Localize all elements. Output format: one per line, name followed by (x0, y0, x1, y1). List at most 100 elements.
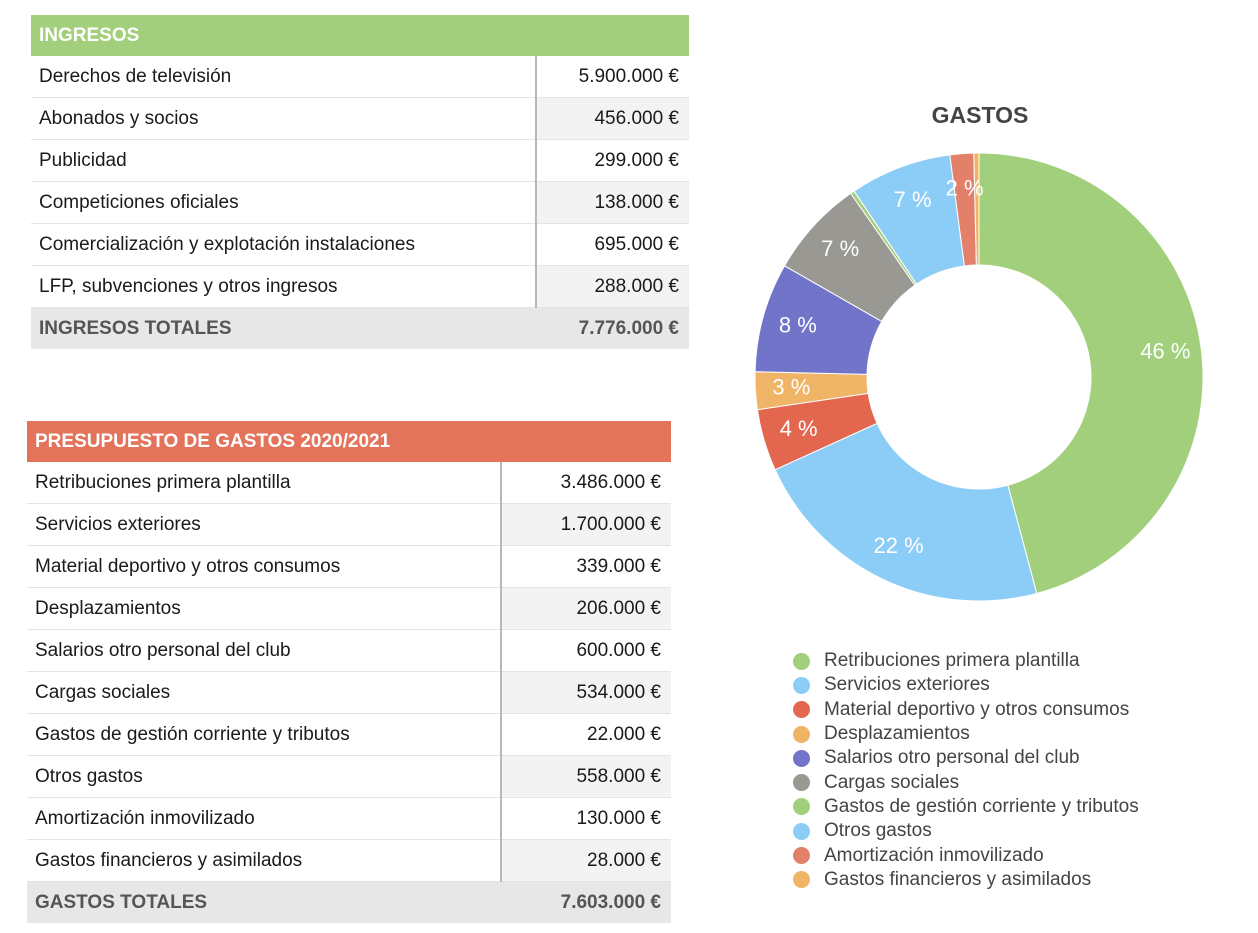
gasto-label: Retribuciones primera plantilla (27, 462, 502, 504)
legend-label: Servicios exteriores (824, 674, 990, 696)
legend-swatch (793, 652, 810, 670)
ingreso-value: 138.000 € (535, 181, 689, 224)
slice-label: 2 % (946, 175, 984, 200)
slice-label: 8 % (779, 312, 817, 337)
gasto-label: Desplazamientos (27, 587, 502, 630)
ingreso-value: 5.900.000 € (535, 56, 689, 98)
gasto-value: 206.000 € (500, 587, 671, 630)
table-row: Gastos de gestión corriente y tributos 2… (27, 713, 671, 756)
table-row: Otros gastos 558.000 € (27, 755, 671, 798)
gasto-value: 1.700.000 € (500, 503, 671, 546)
legend-swatch (793, 749, 810, 767)
table-row: LFP, subvenciones y otros ingresos 288.0… (31, 265, 689, 308)
ingresos-header-row: INGRESOS (31, 15, 689, 56)
legend-label: Desplazamientos (824, 723, 970, 745)
slice-label: 7 % (894, 187, 932, 212)
ingreso-label: LFP, subvenciones y otros ingresos (31, 265, 537, 308)
slice-label: 22 % (874, 533, 924, 558)
ingresos-table: INGRESOS Derechos de televisión 5.900.00… (31, 15, 689, 349)
legend-swatch (793, 774, 810, 792)
legend-swatch (793, 676, 810, 694)
ingreso-value: 456.000 € (535, 97, 689, 140)
legend-label: Amortización inmovilizado (824, 844, 1044, 866)
gasto-value: 558.000 € (500, 755, 671, 798)
ingreso-value: 695.000 € (535, 223, 689, 266)
donut-slice (774, 422, 1038, 602)
table-row: Salarios otro personal del club 600.000 … (27, 629, 671, 672)
donut-slice (978, 152, 1204, 595)
legend-label: Retribuciones primera plantilla (824, 650, 1080, 672)
legend-swatch (793, 798, 810, 816)
table-row: Servicios exteriores 1.700.000 € (27, 503, 671, 546)
legend-item: Retribuciones primera plantilla (793, 649, 1139, 673)
gastos-header-row: PRESUPUESTO DE GASTOS 2020/2021 (27, 421, 671, 462)
donut-slice (973, 152, 980, 266)
ingreso-label: Competiciones oficiales (31, 181, 537, 224)
legend-item: Material deportivo y otros consumos (793, 698, 1139, 722)
legend-label: Gastos financieros y asimilados (824, 868, 1092, 890)
ingreso-label: Publicidad (31, 139, 537, 182)
gasto-value: 600.000 € (500, 629, 671, 672)
slice-label: 7 % (821, 236, 859, 261)
table-row: Derechos de televisión 5.900.000 € (31, 56, 689, 98)
chart-legend: Retribuciones primera plantilla Servicios… (793, 649, 1139, 892)
slice-label: 46 % (1140, 338, 1190, 363)
legend-swatch (793, 701, 810, 719)
legend-label: Salarios otro personal del club (824, 747, 1080, 769)
gasto-value: 28.000 € (500, 839, 671, 882)
legend-item: Cargas sociales (793, 770, 1139, 794)
gasto-value: 22.000 € (500, 713, 671, 756)
ingresos-total-label: INGRESOS TOTALES (31, 307, 536, 349)
gastos-total-value: 7.603.000 € (500, 881, 671, 923)
ingresos-total-value: 7.776.000 € (535, 307, 689, 349)
gasto-label: Salarios otro personal del club (27, 629, 502, 672)
table-row: Competiciones oficiales 138.000 € (31, 181, 689, 224)
slice-label: 4 % (780, 416, 818, 441)
gasto-label: Gastos de gestión corriente y tributos (27, 713, 502, 756)
ingresos-total-row: INGRESOS TOTALES 7.776.000 € (31, 307, 689, 349)
table-row: Retribuciones primera plantilla 3.486.00… (27, 462, 671, 504)
legend-swatch (793, 725, 810, 743)
chart-title: GASTOS (931, 102, 1029, 128)
legend-item: Salarios otro personal del club (793, 746, 1139, 770)
table-row: Publicidad 299.000 € (31, 139, 689, 182)
table-row: Abonados y socios 456.000 € (31, 97, 689, 140)
table-row: Material deportivo y otros consumos 339.… (27, 545, 671, 588)
legend-swatch (793, 822, 810, 840)
legend-item: Otros gastos (793, 819, 1139, 843)
ingreso-value: 299.000 € (535, 139, 689, 182)
gasto-label: Servicios exteriores (27, 503, 502, 546)
ingreso-value: 288.000 € (535, 265, 689, 308)
gasto-label: Gastos financieros y asimilados (27, 839, 502, 882)
gasto-label: Cargas sociales (27, 671, 502, 714)
legend-label: Gastos de gestión corriente y tributos (824, 795, 1139, 817)
gasto-value: 130.000 € (500, 797, 671, 840)
legend-swatch (793, 847, 810, 865)
table-row: Comercialización y explotación instalaci… (31, 223, 689, 266)
table-row: Amortización inmovilizado 130.000 € (27, 797, 671, 840)
gastos-table: PRESUPUESTO DE GASTOS 2020/2021 Retribuc… (27, 421, 671, 923)
gastos-total-label: GASTOS TOTALES (27, 881, 501, 923)
legend-item: Servicios exteriores (793, 673, 1139, 697)
gasto-value: 339.000 € (500, 545, 671, 588)
legend-item: Amortización inmovilizado (793, 843, 1139, 867)
gastos-header: PRESUPUESTO DE GASTOS 2020/2021 (27, 421, 671, 462)
gastos-total-row: GASTOS TOTALES 7.603.000 € (27, 881, 671, 923)
gasto-value: 534.000 € (500, 671, 671, 714)
gasto-value: 3.486.000 € (500, 462, 671, 504)
gasto-label: Material deportivo y otros consumos (27, 545, 502, 588)
legend-swatch (793, 871, 810, 889)
ingreso-label: Abonados y socios (31, 97, 537, 140)
legend-item: Gastos de gestión corriente y tributos (793, 795, 1139, 819)
legend-label: Otros gastos (824, 820, 932, 842)
gasto-label: Otros gastos (27, 755, 502, 798)
legend-label: Cargas sociales (824, 771, 960, 793)
ingreso-label: Derechos de televisión (31, 56, 537, 98)
legend-item: Desplazamientos (793, 722, 1139, 746)
legend-item: Gastos financieros y asimilados (793, 868, 1139, 892)
slice-label: 3 % (772, 374, 810, 399)
ingreso-label: Comercialización y explotación instalaci… (31, 223, 537, 266)
table-row: Cargas sociales 534.000 € (27, 671, 671, 714)
gasto-label: Amortización inmovilizado (27, 797, 502, 840)
